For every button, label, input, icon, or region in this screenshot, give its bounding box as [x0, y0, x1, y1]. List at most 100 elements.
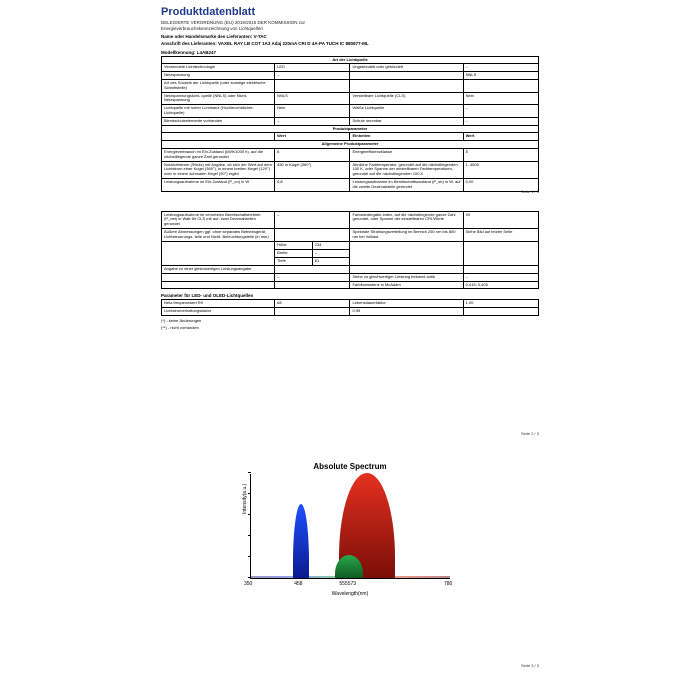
- cell: [275, 229, 350, 242]
- p2-row: Leistungsaufnahme im vernetzten Bereitsc…: [162, 211, 539, 228]
- type-row: Netzspannung– NNLS: [162, 72, 539, 80]
- cell: Schutz unumbar: [350, 117, 463, 125]
- page-3: Absolute Spectrum Intensity(a.u.) 350458…: [155, 450, 545, 670]
- allg-section-header: Allgemeine Produktparameter: [162, 141, 539, 149]
- address-label: Anschrift des Lieferanten:: [161, 41, 217, 46]
- page-1: Produktdatenblatt DELEGIERTE VERORDNUNG …: [155, 4, 545, 196]
- chart-title: Absolute Spectrum: [250, 462, 450, 471]
- cell: Art des Sockels der Lichtquelle (oder so…: [162, 80, 275, 93]
- header-cell: Wert: [275, 133, 350, 141]
- cell: Weiße Lichtquelle: [350, 105, 463, 118]
- xtick-label: 780: [444, 581, 452, 587]
- supplier-label: Name oder Handelsmarke des Lieferanten:: [161, 34, 252, 39]
- cell: NNLS: [463, 72, 538, 80]
- led-section-title: Parameter für LED- und OLED-Lichtquellen: [161, 293, 539, 298]
- spectrum-chart: Absolute Spectrum Intensity(a.u.) 350458…: [250, 462, 450, 597]
- cell: Nein: [463, 92, 538, 105]
- supplier-value: V-TAC: [254, 34, 267, 39]
- address-value: VAXEL RAY LB COT 1A3 Adaj 220mA CRI D 4A…: [218, 41, 369, 46]
- dim-row: Höhe234: [162, 242, 539, 250]
- cell: [463, 308, 538, 316]
- cell: 450 in Kugel (360°): [275, 161, 350, 178]
- model-label: Modellkennung:: [161, 50, 196, 55]
- cell: Farbkonsistenz in McAdam: [350, 281, 463, 289]
- nondir-row: Farbkonsistenz in McAdam0,415; 0,405: [162, 281, 539, 289]
- cell: 0,99: [350, 308, 463, 316]
- page-2: Leistungsaufnahme im vernetzten Bereitsc…: [155, 208, 545, 438]
- cell: –: [312, 249, 350, 257]
- cell: LED: [275, 64, 350, 72]
- page-footer-3: Seite 3 / 3: [521, 663, 539, 668]
- chart-xaxis: 350458555573780: [250, 581, 450, 589]
- cell: Nutzlichtstrom (Φnutz) mit Angabe, ob si…: [162, 161, 275, 178]
- cell: 68: [275, 300, 350, 308]
- cell: E: [463, 149, 538, 162]
- dims-table: Höhe234Breite–Tiefe61: [161, 241, 539, 265]
- cell: Lichtquelle mit hoher Luminanz (Hochleuc…: [162, 105, 275, 118]
- cell: [275, 281, 350, 289]
- cell: –: [275, 211, 350, 228]
- cell: [463, 80, 538, 93]
- led-row: Lichtstromerhaltungsfaktor 0,99: [162, 308, 539, 316]
- cell: Verwendete Lichttechnologie: [162, 64, 275, 72]
- cell: –: [463, 273, 538, 281]
- cell: [162, 242, 275, 265]
- xtick-label: 458: [294, 581, 302, 587]
- cell: 6: [275, 149, 350, 162]
- address-line: Anschrift des Lieferanten: VAXEL RAY LB …: [161, 41, 539, 46]
- cell: Ungebündelt oder gebündelt: [350, 64, 463, 72]
- header-cell: Einheiten: [350, 133, 463, 141]
- supplier-line: Name oder Handelsmarke des Lieferanten: …: [161, 34, 539, 39]
- chart-xlabel: Wavelength(nm): [250, 591, 450, 597]
- cell: 234: [312, 242, 350, 250]
- cell: Höhe: [275, 242, 313, 250]
- cell: Netzspannungslicht- quelle (NNLS) oder N…: [162, 92, 275, 105]
- led-row: Netz-frequenzwert R968Lebensdauerfaktor1…: [162, 300, 539, 308]
- type-section-header: Art der Lichtquelle: [162, 56, 539, 64]
- cell: [350, 72, 463, 80]
- chart-plot-area: [250, 474, 450, 579]
- cell: Verstellbare Lichtquelle (CLS): [350, 92, 463, 105]
- cell: Spektrale Strahlungsverteilung im Bereic…: [350, 229, 463, 242]
- header-cell: [162, 133, 275, 141]
- allg-row: Energieverbrauch im Ein-Zustand (kWh/100…: [162, 149, 539, 162]
- cell: Energieverbrauch im Ein-Zustand (kWh/100…: [162, 149, 275, 162]
- p2-row: Äußere Abmessungen ggf. ohne separates B…: [162, 229, 539, 242]
- cell: [162, 281, 275, 289]
- cell: Leistungsaufnahme im Bereitschaftszustan…: [350, 179, 463, 192]
- type-row: Lichtquelle mit hoher Luminanz (Hochleuc…: [162, 105, 539, 118]
- prodparam-section-header: Produktparameter: [162, 125, 539, 133]
- cell: 0,415; 0,405: [463, 281, 538, 289]
- spectrum-peak: [293, 504, 309, 578]
- model-line: Modellkennung: L4AB247: [161, 50, 539, 55]
- cell: [162, 273, 275, 281]
- cell: Siehe Bild auf letzter Seite: [463, 229, 538, 242]
- cell: –: [275, 117, 350, 125]
- cell: Netzspannung: [162, 72, 275, 80]
- cell: Tiefe: [275, 257, 313, 265]
- cell: [350, 80, 463, 93]
- type-row: Netzspannungslicht- quelle (NNLS) oder N…: [162, 92, 539, 105]
- cell: –: [275, 72, 350, 80]
- led-table: Netz-frequenzwert R968Lebensdauerfaktor1…: [161, 299, 539, 316]
- cell: [463, 242, 538, 265]
- doc-title: Produktdatenblatt: [161, 6, 539, 18]
- cell: Lebensdauerfaktor: [350, 300, 463, 308]
- cell: Blendschutzelemente vorhanden: [162, 117, 275, 125]
- page-footer-1: Seite 1 / 3: [521, 189, 539, 194]
- page-footer-2: Seite 2 / 3: [521, 431, 539, 436]
- nondir-table: Angabe zu einer gleichwertigen Leistungs…: [161, 265, 539, 289]
- footnote-2: (**) - nicht vorhanden: [161, 325, 539, 330]
- cell: 6,8: [275, 179, 350, 192]
- cell: Energieeffizienzklasse: [350, 149, 463, 162]
- xtick-label: 555: [339, 581, 347, 587]
- cell: [275, 308, 350, 316]
- xtick-label: 573: [348, 581, 356, 587]
- cell: Siehe zu gleichwertiger Leistung bekannt…: [350, 273, 463, 281]
- cell: –: [275, 273, 350, 281]
- cell: 1,00: [463, 300, 538, 308]
- nondir-title: Angabe zu einer gleichwertigen Leistungs…: [162, 266, 275, 274]
- cell: Lichtstromerhaltungsfaktor: [162, 308, 275, 316]
- cell: [275, 80, 350, 93]
- cell: NNLS: [275, 92, 350, 105]
